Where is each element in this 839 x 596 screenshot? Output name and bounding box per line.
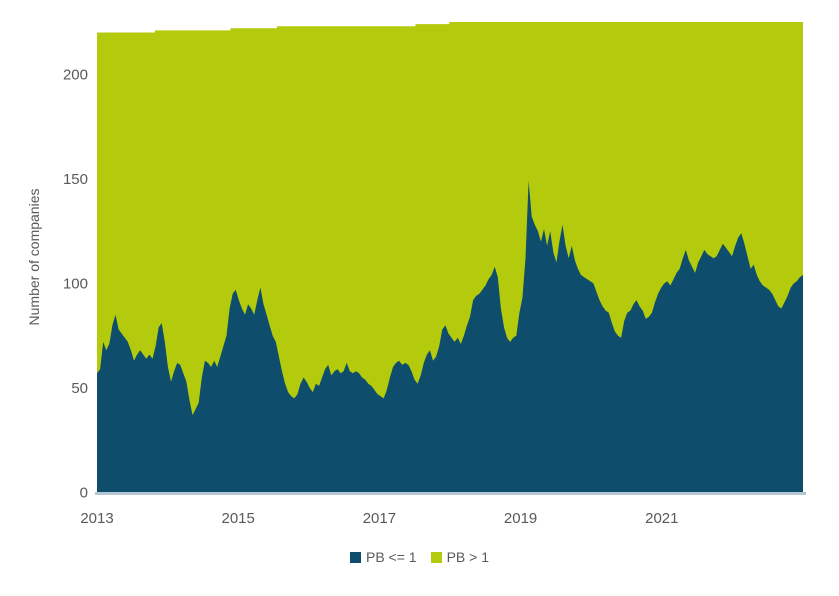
x-axis-tick-label: 2013: [80, 510, 113, 527]
x-axis-tick-label: 2017: [363, 510, 396, 527]
y-axis-tick-label: 200: [63, 66, 88, 83]
legend-item-pb-le-1: PB <= 1: [349, 549, 417, 565]
x-axis-tick-label: 2021: [645, 510, 678, 527]
x-axis-tick-label: 2015: [222, 510, 255, 527]
y-axis-tick-label: 100: [63, 275, 88, 292]
legend-swatch-pb-gt-1: [430, 551, 442, 563]
chart-areas: [97, 22, 803, 493]
y-axis-tick-label: 50: [71, 380, 88, 397]
y-axis-tick-label: 0: [80, 485, 88, 502]
area-series-pb-le-1: [97, 180, 803, 493]
chart-axes: 0 50 100 150 200 2013 2015 2017 2019 2021: [63, 66, 806, 527]
legend-swatch-pb-le-1: [349, 551, 361, 563]
x-axis-tick-label: 2019: [504, 510, 537, 527]
y-axis-tick-label: 150: [63, 171, 88, 188]
legend-label-pb-le-1: PB <= 1: [365, 549, 417, 565]
legend-item-pb-gt-1: PB > 1: [430, 549, 489, 565]
y-axis-title: Number of companies: [26, 189, 42, 326]
chart-legend: PB <= 1 PB > 1: [0, 549, 839, 565]
legend-label-pb-gt-1: PB > 1: [446, 549, 489, 565]
